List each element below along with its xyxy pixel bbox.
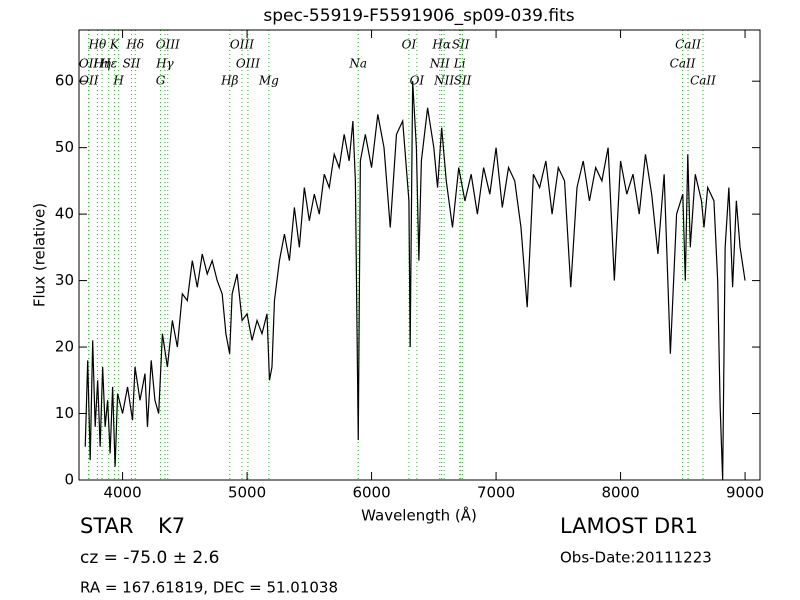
spectral-line-label: SII <box>454 74 472 88</box>
spectral-line-label: OI <box>410 74 425 88</box>
spectral-line-label: OII <box>79 57 99 71</box>
spectral-line-label: Hβ <box>220 74 238 88</box>
spectral-line-label: OIII <box>230 38 254 52</box>
spectral-line-label: H <box>112 74 124 88</box>
y-tick-label: 30 <box>55 271 74 289</box>
spectral-line-label: NII <box>433 74 454 88</box>
plot-frame <box>78 29 761 481</box>
spectral-line-label: SII <box>123 57 141 71</box>
spectral-line-label: CaII <box>675 38 701 52</box>
spectral-line-label: SII <box>452 38 470 52</box>
spectral-line-label: Hθ <box>88 38 107 52</box>
spectral-line-label: Hε <box>99 57 117 71</box>
spectral-line-label: Hη <box>92 57 111 71</box>
x-tick-label: 6000 <box>352 484 390 502</box>
y-tick-label: 50 <box>55 138 74 156</box>
obs-date: Obs-Date:20111223 <box>560 549 712 567</box>
spectral-line-label: Li <box>453 57 466 71</box>
star-class: STAR <box>80 514 133 538</box>
y-tick-label: 20 <box>55 338 74 356</box>
spectral-line-label: K <box>109 38 120 52</box>
y-tick-label: 40 <box>55 205 74 223</box>
spectral-line-label: NII <box>429 57 450 71</box>
x-tick-label: 9000 <box>726 484 764 502</box>
x-tick-label: 4000 <box>103 484 141 502</box>
chart-title: spec-55919-F5591906_sp09-039.fits <box>263 6 574 26</box>
spectral-line-label: G <box>156 74 166 88</box>
y-tick-label: 10 <box>55 404 74 422</box>
coordinates: RA = 167.61819, DEC = 51.01038 <box>80 579 338 597</box>
survey: LAMOST DR1 <box>560 514 698 538</box>
x-tick-label: 7000 <box>477 484 515 502</box>
spectral-line-label: Hγ <box>155 57 174 71</box>
star-subclass: K7 <box>158 514 185 538</box>
spectral-line-label: OIII <box>156 38 180 52</box>
spectral-line-label: Na <box>348 57 367 71</box>
x-axis-label: Wavelength (Å) <box>361 506 477 525</box>
spectral-line-label: OIII <box>236 57 260 71</box>
spectral-line-label: Mg <box>258 74 279 88</box>
y-axis-label: Flux (relative) <box>31 203 49 307</box>
spectrum-line <box>84 81 746 481</box>
spectral-line-label: OII <box>79 74 99 88</box>
spectral-line-label: CaII <box>690 74 716 88</box>
y-tick-label: 60 <box>55 72 74 90</box>
spectral-line-label: CaII <box>670 57 696 71</box>
redshift: cz = -75.0 ± 2.6 <box>80 548 219 568</box>
x-tick-label: 5000 <box>228 484 266 502</box>
x-tick-label: 8000 <box>601 484 639 502</box>
spectral-line-label: Hδ <box>125 38 144 52</box>
y-tick-label: 0 <box>64 471 74 489</box>
spectral-line-label: OI <box>402 38 417 52</box>
spectral-line-label: Hα <box>431 38 451 52</box>
